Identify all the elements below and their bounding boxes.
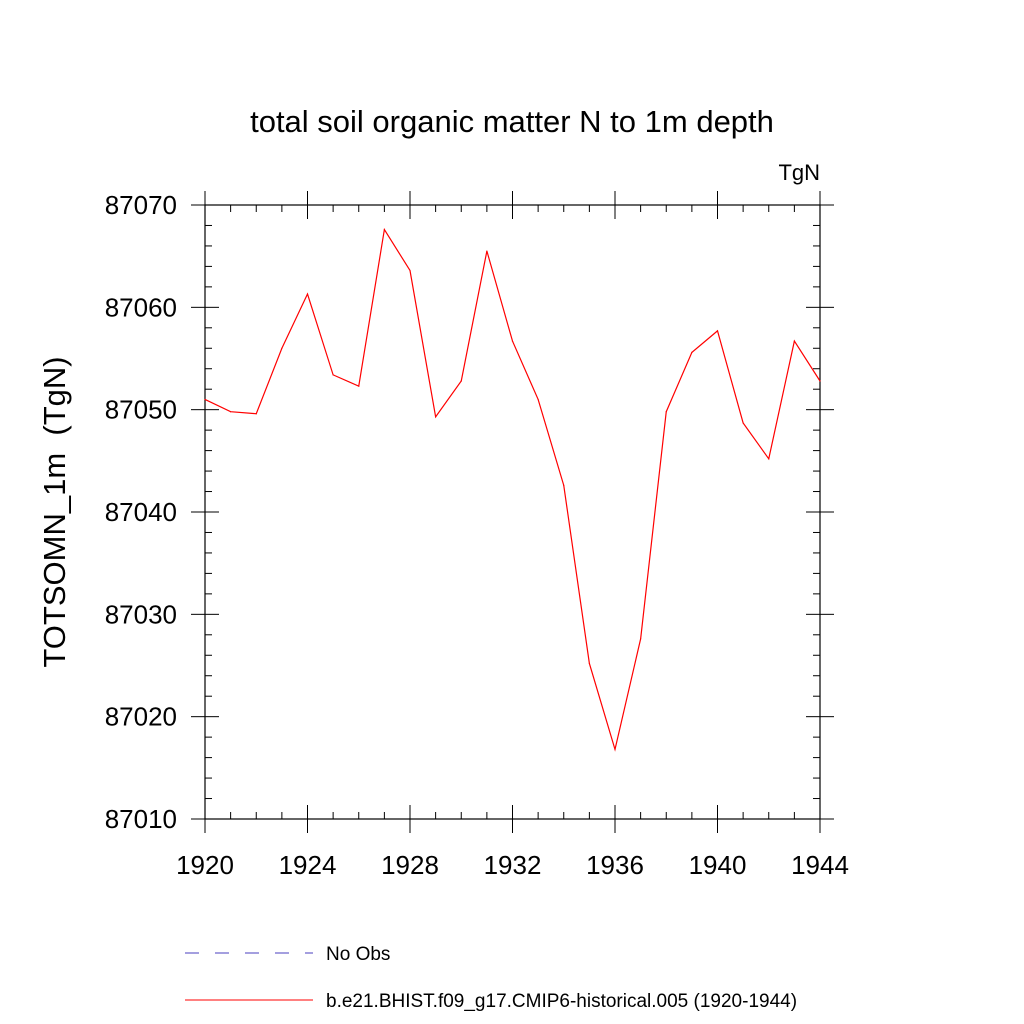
units-label: TgN [778, 160, 820, 185]
data-point [563, 484, 565, 486]
y-tick-label: 87010 [105, 804, 177, 834]
legend-label: b.e21.BHIST.f09_g17.CMIP6-historical.005… [326, 991, 797, 1012]
y-tick-label: 87060 [105, 292, 177, 322]
data-point [588, 662, 590, 665]
data-point [255, 413, 257, 415]
y-tick-label: 87070 [105, 190, 177, 220]
data-point [383, 228, 385, 231]
data-point [716, 330, 719, 332]
y-tick-label: 87040 [105, 497, 177, 527]
data-point [742, 422, 744, 424]
data-point [306, 293, 309, 295]
x-tick-label: 1928 [381, 850, 439, 880]
data-point [281, 347, 283, 349]
data-point [537, 398, 539, 401]
x-tick-label: 1932 [484, 850, 542, 880]
data-point [614, 748, 616, 751]
data-point [460, 380, 462, 382]
axis-ticks: 1920 1924 1928 1932 1936 1940 1944 87010 87020 87… [105, 190, 849, 880]
x-tick-label: 1920 [176, 850, 234, 880]
data-point [640, 638, 642, 640]
data-point [230, 411, 232, 413]
x-tick-label: 1924 [279, 850, 337, 880]
data-point [435, 416, 437, 418]
x-tick-label: 1940 [689, 850, 747, 880]
y-axis-label: TOTSOMN_1m (TgN) [37, 356, 72, 667]
y-tick-label: 87030 [105, 599, 177, 629]
data-point [793, 340, 795, 342]
legend-label: No Obs [326, 944, 390, 965]
data-point [204, 398, 206, 401]
chart-title: total soil organic matter N to 1m depth [250, 104, 774, 139]
data-point [332, 374, 334, 376]
y-tick-label: 87050 [105, 395, 177, 425]
data-point [511, 340, 514, 342]
data-point [768, 458, 770, 460]
x-tick-label: 1944 [791, 850, 849, 880]
data-series [204, 227, 821, 752]
series-line [204, 227, 821, 752]
plot-frame [204, 204, 821, 820]
data-point [665, 411, 667, 413]
x-tick-label: 1936 [586, 850, 644, 880]
data-point [486, 250, 488, 252]
data-point [358, 385, 360, 387]
legend: No Obs b.e21.BHIST.f09_g17.CMIP6-historic… [185, 944, 797, 1012]
data-point [819, 380, 821, 382]
data-point [691, 351, 693, 353]
data-point [409, 269, 411, 272]
y-tick-label: 87020 [105, 702, 177, 732]
